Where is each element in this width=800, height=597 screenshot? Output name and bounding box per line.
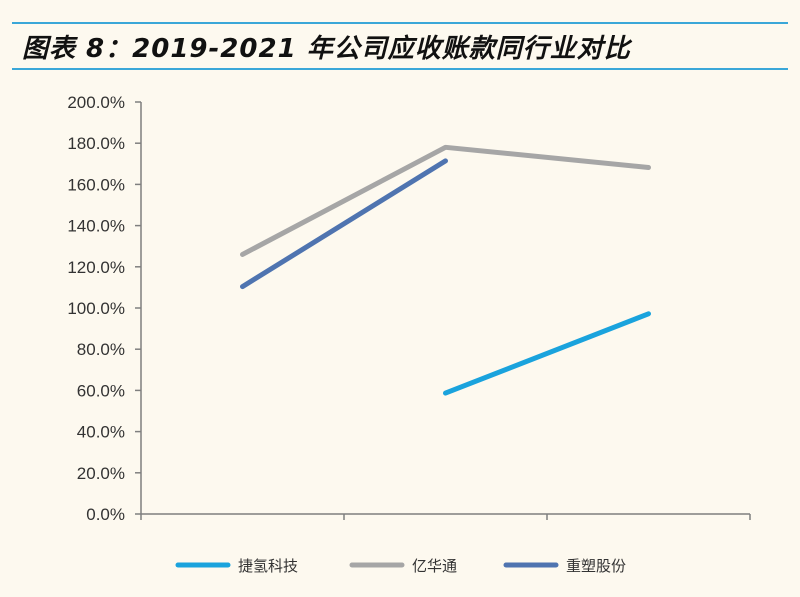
title-rule-bottom [12, 68, 788, 70]
legend-label: 捷氢科技 [238, 557, 298, 575]
y-tick-label: 160.0% [67, 175, 125, 194]
series-line [240, 158, 448, 290]
title-rule-top [12, 22, 788, 24]
y-tick-label: 0.0% [86, 505, 125, 524]
y-tick-label: 60.0% [77, 381, 125, 400]
series-line [240, 144, 651, 257]
y-tick-label: 20.0% [77, 464, 125, 483]
title-bar: 图表 8：2019-2021 年公司应收账款同行业对比 [0, 0, 800, 72]
y-tick-label: 200.0% [67, 93, 125, 112]
y-tick-label: 100.0% [67, 299, 125, 318]
legend-label: 重塑股份 [566, 557, 626, 575]
y-tick-label: 80.0% [77, 340, 125, 359]
y-tick-label: 120.0% [67, 258, 125, 277]
series-line [443, 311, 651, 396]
legend-label: 亿华通 [412, 557, 457, 575]
chart-title: 图表 8：2019-2021 年公司应收账款同行业对比 [22, 34, 631, 64]
y-tick-label: 40.0% [77, 423, 125, 442]
y-tick-label: 180.0% [67, 134, 125, 153]
y-tick-label: 140.0% [67, 217, 125, 236]
